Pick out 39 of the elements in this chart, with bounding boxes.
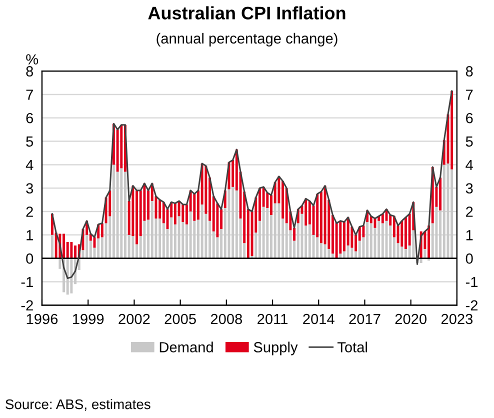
x-tick-label: 2002 — [118, 314, 150, 324]
x-tick-label: 2005 — [164, 314, 196, 324]
x-tick-label: 2011 — [258, 314, 288, 324]
y2-tick-label: 3 — [466, 183, 473, 194]
x-tick-label: 2023 — [441, 314, 473, 324]
legend-label: Demand — [160, 342, 213, 352]
chart-title: Australian CPI Inflation — [148, 6, 346, 20]
y-tick-label: 2 — [26, 206, 33, 217]
y2-tick-label: 7 — [466, 90, 473, 100]
y-tick-label: 1 — [26, 230, 33, 240]
y-tick-label: 6 — [26, 112, 34, 124]
y-tick-label: 0 — [26, 253, 34, 264]
x-tick-label: 2020 — [395, 314, 426, 324]
y2-tick-label: 5 — [466, 136, 473, 147]
y2-tick-label: 4 — [466, 160, 473, 170]
y-tick-label: -2 — [21, 300, 33, 310]
y2-tick-label: 1 — [466, 230, 473, 240]
y-tick-label: 4 — [26, 160, 34, 170]
x-tick-label: 2008 — [210, 314, 242, 324]
y2-tick-label: -1 — [466, 276, 478, 288]
y2-tick-label: -2 — [466, 300, 478, 310]
y-axis-title: % — [26, 54, 38, 64]
source-note: Source: ABS, estimates — [6, 398, 150, 411]
x-tick-label: 2017 — [349, 314, 380, 324]
chart-subtitle: (annual percentage change) — [156, 32, 338, 47]
legend-label: Total — [337, 342, 367, 352]
x-tick-label: 2014 — [303, 314, 334, 324]
y2-tick-label: 6 — [466, 112, 473, 124]
y2-tick-label: 8 — [466, 66, 473, 76]
legend-label: Supply — [254, 342, 298, 356]
x-tick-label: 1996 — [26, 314, 58, 324]
y-tick-label: 5 — [26, 136, 34, 147]
y-tick-label: -1 — [21, 276, 33, 288]
y-tick-label: 8 — [26, 66, 34, 76]
x-tick-label: 1999 — [72, 314, 104, 324]
y-tick-label: 7 — [26, 90, 33, 100]
y2-tick-label: 2 — [466, 206, 473, 217]
y-tick-label: 3 — [26, 183, 34, 194]
y2-tick-label: 0 — [466, 253, 473, 264]
